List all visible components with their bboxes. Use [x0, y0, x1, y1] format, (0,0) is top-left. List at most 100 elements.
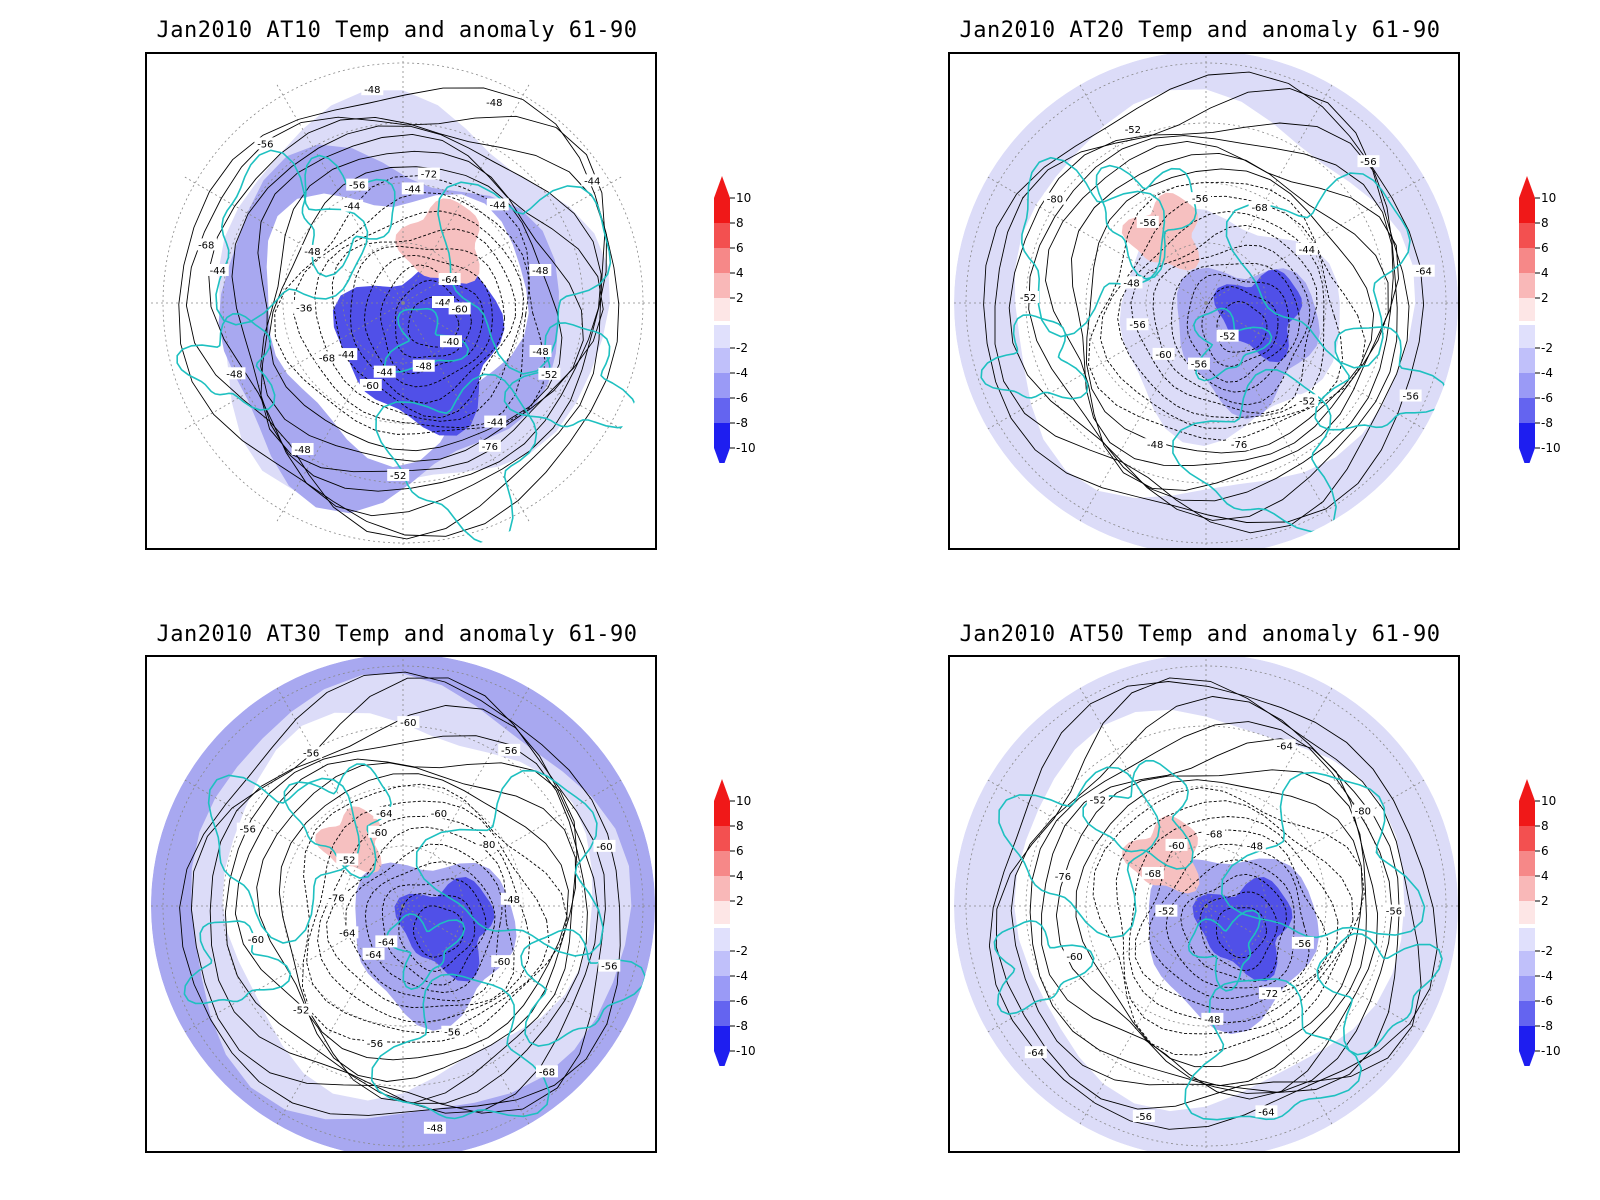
colorbar-tick-label: 6	[736, 241, 744, 255]
coastline	[1220, 771, 1426, 939]
contour-label-bg	[290, 1003, 313, 1016]
contour-label-bg	[361, 83, 384, 96]
contour-label-bg	[315, 351, 338, 364]
contour-label-bg	[373, 365, 396, 378]
contour-label-bg	[581, 174, 604, 187]
contour-label: -48	[486, 98, 502, 109]
anomaly-area	[395, 198, 480, 284]
contour-label: -56	[501, 746, 517, 757]
contour-label: -60	[371, 828, 387, 839]
contour-label: -64	[378, 937, 394, 948]
colorbar-tick-label: -4	[736, 366, 748, 380]
contour-label: -76	[482, 442, 498, 453]
longitude-gridline	[402, 779, 622, 907]
contour-label: -60	[1066, 952, 1082, 963]
contour-label: -80	[479, 840, 495, 851]
contour-label: -56	[1129, 320, 1145, 331]
coastline	[215, 149, 369, 326]
temperature-contour	[314, 210, 525, 422]
colorbar-arrow-bottom	[1519, 1051, 1535, 1066]
contour-label: -52	[1299, 396, 1315, 407]
coastline-group	[980, 156, 1449, 533]
longitude-gridline	[1079, 905, 1207, 1125]
colorbar-segment	[714, 801, 730, 826]
longitude-gridline	[402, 84, 530, 304]
longitude-gridline	[1079, 84, 1207, 304]
colorbar-tick-label: 8	[736, 216, 744, 230]
temperature-contour	[178, 87, 620, 537]
contour-label-bg	[593, 839, 616, 852]
contour-label: -56	[257, 139, 273, 150]
contour-label-bg	[336, 926, 359, 939]
colorbar-tick-label: 4	[736, 869, 744, 883]
colorbar-tick-label: 4	[1541, 266, 1549, 280]
contour-label-bg	[1296, 394, 1319, 407]
contour-label-bg	[432, 296, 454, 308]
coastline-group	[993, 759, 1443, 1121]
longitude-gridline	[402, 905, 530, 1125]
colorbar-arrow-top	[1519, 176, 1535, 198]
contour-label: -44	[338, 350, 354, 361]
contour-label: -64	[1258, 1107, 1274, 1118]
temperature-contour	[208, 116, 607, 517]
contour-label: -64	[365, 950, 381, 961]
colorbar-tick-label: -8	[1541, 1019, 1553, 1033]
contour-label: -44	[210, 266, 226, 277]
temperature-contour	[190, 677, 606, 1114]
contour-label-bg	[1357, 155, 1380, 168]
contour-label-bg	[397, 716, 420, 729]
contour-label-bg	[236, 822, 259, 835]
colorbar-segment	[1519, 398, 1535, 423]
colorbar-segment	[1519, 901, 1535, 926]
temperature-contour	[988, 681, 1438, 1130]
contour-label-bg	[346, 178, 369, 191]
contour-label-bg	[1189, 192, 1212, 205]
polar-map: -52 -48 -44 -48 -52 -56 -56 -68 -76 -80 -64 -60 -56 -…	[948, 52, 1460, 550]
colorbar-segment	[1519, 273, 1535, 298]
temperature-contour	[1010, 696, 1400, 1093]
map-svg: -44 -44 -44 -44 -44 -44 -44 -44 -48 -48 -48 -48 -48 -…	[151, 54, 655, 548]
temperature-contour	[1152, 244, 1311, 406]
colorbar-segment	[1519, 248, 1535, 273]
temperature-contour	[260, 150, 584, 462]
contour-label-bg	[325, 891, 348, 904]
map-content: -64 -60 -60 -60 -56 -48 -52 -48 -52 -60 -68 -76 -80 -…	[151, 657, 655, 1151]
contour-label-bg	[535, 1065, 558, 1078]
contour-label: -44	[1299, 245, 1315, 256]
contour-label: -64	[376, 809, 392, 820]
contour-label: -52	[1090, 796, 1106, 807]
longitude-gridline	[402, 302, 622, 430]
contour-label: -80	[1355, 807, 1371, 818]
contour-label-bg	[1132, 1110, 1155, 1123]
contour-label-bg	[1043, 192, 1066, 205]
colorbar-tick-label: -2	[736, 341, 748, 355]
colorbar-segment	[714, 1026, 730, 1051]
contour-label: -48	[532, 266, 548, 277]
coastline	[503, 322, 639, 429]
colorbar-segment	[1519, 198, 1535, 223]
temperature-contour	[1171, 262, 1301, 393]
longitude-gridline	[276, 302, 404, 522]
colorbar-tick-label: -2	[1541, 341, 1553, 355]
coastline	[998, 766, 1161, 939]
contour-label: -56	[303, 749, 319, 760]
colorbar-arrow-top	[714, 176, 730, 198]
contour-label-bg	[417, 167, 440, 180]
contour-label: -44	[490, 200, 506, 211]
anomaly-area	[1121, 192, 1200, 271]
polar-map: -64 -60 -60 -60 -56 -48 -52 -48 -52 -60 -68 -76 -80 -…	[145, 655, 657, 1153]
contour-label: -52	[1020, 293, 1036, 304]
anomaly-area	[1213, 269, 1303, 363]
panel-title: Jan2010 AT50 Temp and anomaly 61-90	[959, 622, 1441, 647]
longitude-gridline	[276, 84, 404, 304]
contour-label-bg	[500, 892, 523, 905]
contour-label-bg	[1126, 318, 1149, 331]
colorbar-segment	[714, 826, 730, 851]
colorbar-arrow-top	[1519, 779, 1535, 801]
polar-map: -52 -48 -48 -52 -56 -64 -68 -72 -76 -80 -56 -60 -56 -…	[948, 655, 1460, 1153]
contour-label-bg	[498, 743, 521, 756]
colorbar-segment	[1519, 876, 1535, 901]
longitude-gridline	[987, 905, 1207, 1033]
contour-label: -68	[539, 1067, 555, 1078]
contour-label-bg	[1399, 389, 1422, 402]
